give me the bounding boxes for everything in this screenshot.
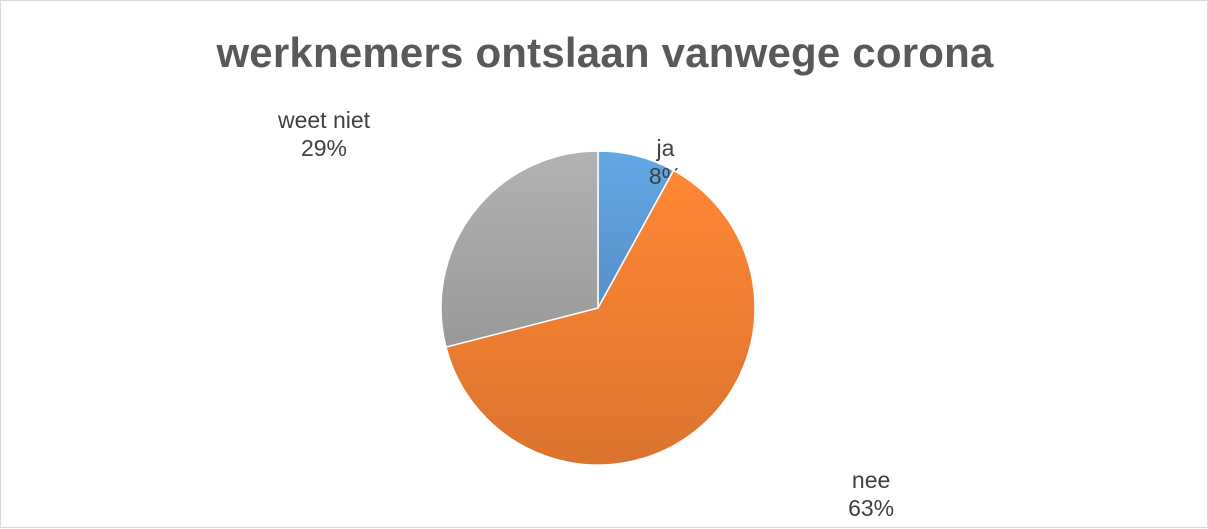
pie-slice-weet-niet [440,150,599,348]
pie-slice-nee [445,169,756,466]
data-label-weet-niet: weet niet 29% [277,107,371,161]
data-label-nee: nee 63% [848,467,894,521]
chart-title: werknemers ontslaan vanwege corona [216,29,994,76]
